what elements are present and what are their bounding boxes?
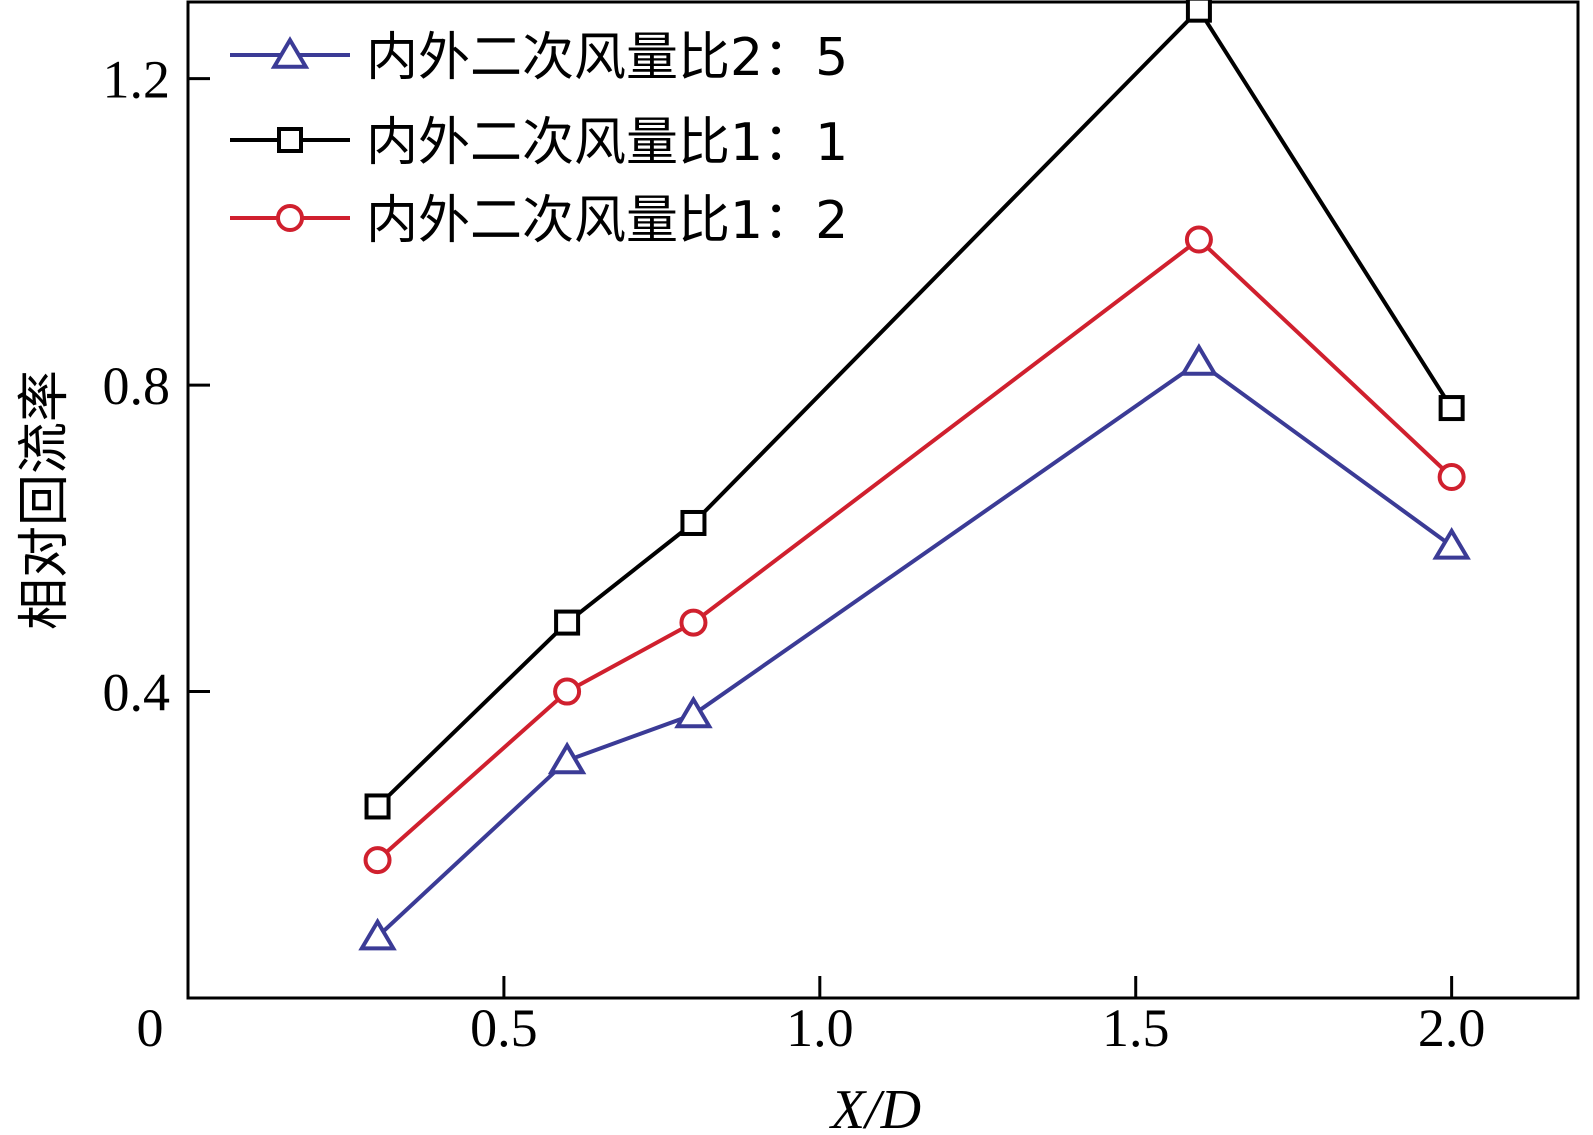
legend-marker-circle bbox=[276, 204, 304, 232]
legend-entry: 内外二次风量比2：5 bbox=[230, 28, 848, 88]
legend-label: 内外二次风量比2：5 bbox=[366, 28, 848, 88]
x-axis-title: X/D bbox=[829, 1079, 921, 1135]
data-point-square bbox=[364, 793, 391, 820]
legend-marker-square bbox=[277, 127, 303, 153]
data-point-circle bbox=[679, 608, 708, 637]
data-point-square bbox=[1438, 395, 1465, 422]
legend: 内外二次风量比2：5 内外二次风量比1：1 内外二次风量比1：2 bbox=[230, 28, 848, 251]
data-point-triangle bbox=[358, 917, 397, 951]
data-point-triangle bbox=[674, 695, 713, 729]
data-point-square bbox=[1185, 0, 1212, 23]
y-tick-label: 1.2 bbox=[103, 50, 171, 110]
x-tick-label: 0.5 bbox=[470, 998, 538, 1058]
data-point-circle bbox=[1437, 463, 1466, 492]
data-point-circle bbox=[553, 677, 582, 706]
y-tick-label: 0.8 bbox=[103, 356, 171, 416]
series-circle bbox=[363, 225, 1466, 875]
legend-entry: 内外二次风量比1：1 bbox=[230, 113, 848, 173]
x-tick-label: 1.5 bbox=[1102, 998, 1170, 1058]
legend-marker-triangle bbox=[270, 36, 310, 69]
data-point-square bbox=[680, 509, 707, 536]
x-tick-label: 1.0 bbox=[786, 998, 854, 1058]
legend-label: 内外二次风量比1：1 bbox=[366, 113, 848, 173]
data-point-square bbox=[554, 609, 581, 636]
legend-entry: 内外二次风量比1：2 bbox=[230, 191, 848, 251]
data-point-triangle bbox=[1432, 527, 1471, 560]
data-point-circle bbox=[363, 846, 392, 875]
legend-label: 内外二次风量比1：2 bbox=[366, 191, 848, 251]
data-point-circle bbox=[1184, 225, 1213, 254]
data-point-triangle bbox=[1179, 343, 1219, 376]
series-group bbox=[358, 0, 1471, 951]
y-tick-label: 0.4 bbox=[103, 663, 171, 723]
series-square bbox=[364, 0, 1465, 820]
plot-area-frame bbox=[186, 0, 1580, 1000]
data-point-triangle bbox=[547, 741, 587, 775]
series-triangle bbox=[358, 343, 1471, 951]
y-axis-title: 相对回流率 bbox=[15, 370, 75, 630]
series-line bbox=[376, 236, 1454, 862]
axis-tick-labels: 0 0.5 1.0 1.5 2.0 0.4 0.8 1.2 bbox=[103, 50, 1486, 1058]
axis-ticks bbox=[188, 77, 1454, 998]
x-tick-label: 0 bbox=[137, 998, 164, 1058]
x-tick-label: 2.0 bbox=[1418, 998, 1486, 1058]
